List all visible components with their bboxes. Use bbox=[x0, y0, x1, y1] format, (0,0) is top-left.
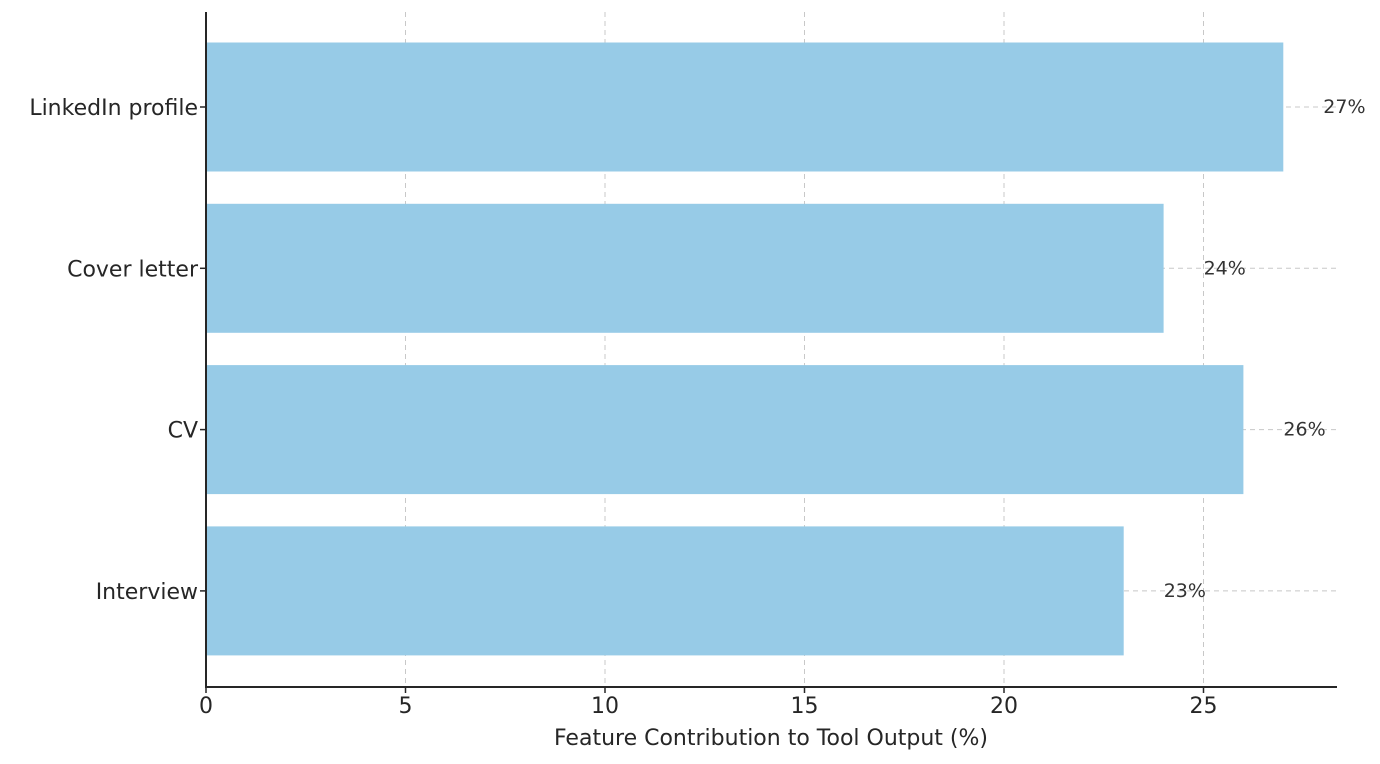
bar bbox=[206, 526, 1124, 656]
category-label: CV bbox=[168, 419, 198, 444]
x-ticks: 0 5 10 15 20 25 bbox=[199, 687, 1218, 719]
x-tick-label: 25 bbox=[1190, 694, 1218, 719]
category-label: LinkedIn profile bbox=[29, 96, 198, 121]
bar bbox=[206, 365, 1244, 495]
category-label: Cover letter bbox=[67, 257, 199, 282]
x-tick-label: 10 bbox=[591, 694, 619, 719]
axes-layer bbox=[205, 12, 1337, 688]
data-label: 26% bbox=[1283, 419, 1325, 441]
bar bbox=[206, 203, 1164, 333]
data-label: 27% bbox=[1323, 96, 1365, 118]
x-axis-title: Feature Contribution to Tool Output (%) bbox=[554, 726, 988, 751]
data-label: 23% bbox=[1164, 580, 1206, 602]
x-tick-label: 0 bbox=[199, 694, 213, 719]
data-labels: 27% 24% 26% 23% bbox=[1164, 96, 1366, 602]
category-labels: LinkedIn profile Cover letter CV Interview bbox=[29, 96, 206, 605]
x-tick-label: 5 bbox=[399, 694, 413, 719]
x-tick-label: 20 bbox=[990, 694, 1018, 719]
x-tick-label: 15 bbox=[791, 694, 819, 719]
bar bbox=[206, 42, 1284, 172]
category-label: Interview bbox=[96, 580, 198, 605]
bars-layer bbox=[206, 42, 1284, 656]
data-label: 24% bbox=[1204, 257, 1246, 279]
